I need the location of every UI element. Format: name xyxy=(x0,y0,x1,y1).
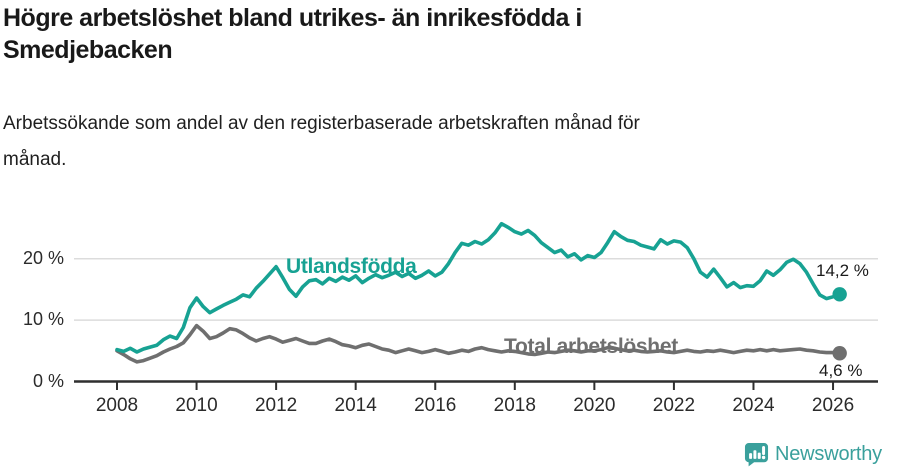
x-tick-label: 2012 xyxy=(254,395,298,416)
x-tick-label: 2016 xyxy=(414,395,457,416)
y-tick-label: 10 % xyxy=(22,309,64,330)
page-title: Högre arbetslöshet bland utrikes- än inr… xyxy=(3,2,803,66)
series-label-total-arbetsloshet: Total arbetslöshet xyxy=(504,335,678,358)
end-value-label-utlandsfodda: 14,2 % xyxy=(816,261,869,280)
page-title-line-2: Smedjebacken xyxy=(3,36,173,64)
chart-subtitle-line-2: månad. xyxy=(3,149,67,170)
newsworthy-logo-icon xyxy=(744,442,769,467)
y-tick-label: 20 % xyxy=(22,247,64,268)
x-tick-label: 2014 xyxy=(334,395,377,416)
series-line-1 xyxy=(115,323,842,364)
x-tick-label: 2010 xyxy=(175,395,218,416)
x-tick-label: 2026 xyxy=(811,395,855,416)
x-tick-label: 2020 xyxy=(573,395,616,416)
x-tick-label: 2022 xyxy=(652,395,696,416)
newsworthy-brand-text: Newsworthy xyxy=(775,443,882,465)
x-tick-label: 2018 xyxy=(493,395,536,416)
chart-subtitle-line-1: Arbetssökande som andel av den registerb… xyxy=(3,113,640,134)
series-end-dot-1 xyxy=(832,346,847,361)
newsworthy-attribution: Newsworthy xyxy=(744,442,882,467)
end-value-label-total: 4,6 % xyxy=(819,361,863,380)
series-line-0 xyxy=(115,221,842,354)
series-label-utlandsfodda: Utlandsfödda xyxy=(286,255,417,278)
series-end-dot-0 xyxy=(832,287,847,302)
chart-subtitle: Arbetssökande som andel av den registerb… xyxy=(3,106,843,178)
x-tick-label: 2024 xyxy=(732,395,775,416)
page-title-line-1: Högre arbetslöshet bland utrikes- än inr… xyxy=(3,4,582,32)
y-tick-label: 0 % xyxy=(32,370,64,391)
x-tick-label: 2008 xyxy=(95,395,139,416)
